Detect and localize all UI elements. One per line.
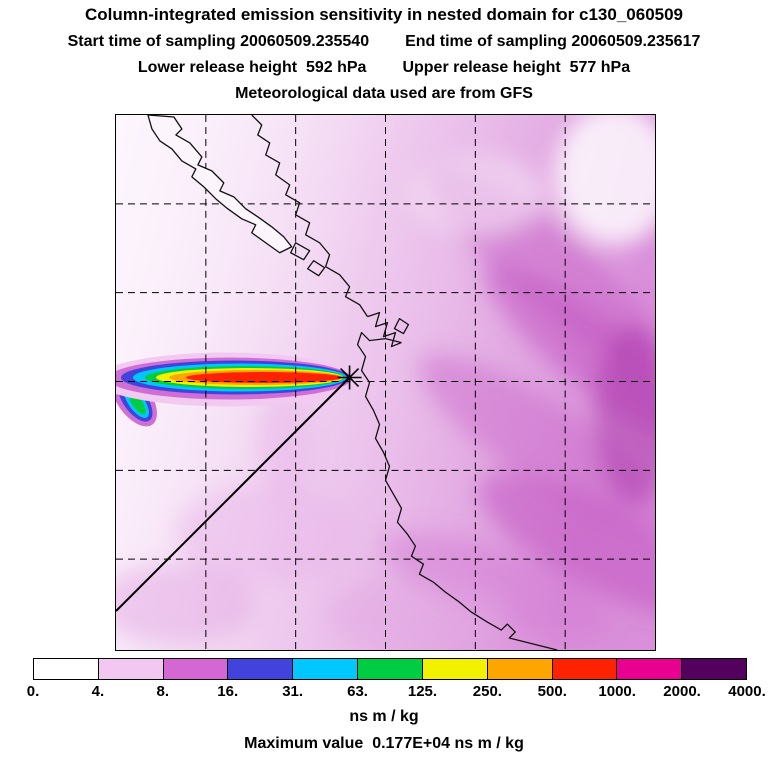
colorbar-segment [293, 659, 359, 679]
met-data-label: Meteorological data used are from GFS [235, 85, 533, 102]
small-island-2 [306, 260, 326, 277]
map-panel [115, 114, 656, 651]
sampling-time-line: Start time of sampling 20060509.235540 E… [0, 33, 768, 51]
colorbar-segment [552, 659, 618, 679]
colorbar-tick-label: 31. [282, 683, 304, 700]
bc-mainland-coast [251, 115, 369, 317]
met-data-line: Meteorological data used are from GFS [0, 85, 768, 103]
colorbar-segment [358, 659, 423, 679]
colorbar-tick-label: 16. [217, 683, 239, 700]
pacific-coast [356, 331, 558, 650]
colorbar-segment [682, 659, 746, 679]
map-svg [116, 115, 655, 650]
colorbar-segments [34, 659, 746, 679]
colorbar-segment [617, 659, 683, 679]
figure-title: Column-integrated emission sensitivity i… [84, 5, 684, 24]
release-marker [337, 365, 362, 390]
colorbar-segment [98, 659, 164, 679]
colorbar-tick-label: 1000. [598, 683, 636, 700]
coastline [147, 115, 558, 650]
colorbar-tick-label: 125. [407, 683, 438, 700]
colorbar-segment [163, 659, 229, 679]
lower-release-label: Lower release height 592 hPa [137, 59, 367, 76]
colorbar-tick-label: 4. [91, 683, 105, 700]
release-height-line: Lower release height 592 hPa Upper relea… [0, 59, 768, 77]
end-time-label: End time of sampling 20060509.235617 [405, 33, 701, 50]
colorbar-tick-label: 63. [347, 683, 368, 700]
colorbar-segment [422, 659, 488, 679]
colorbar-segment [228, 659, 294, 679]
trajectory-line [116, 376, 351, 612]
colorbar-tick-label: 4000. [728, 683, 766, 700]
max-value-label: Maximum value 0.177E+04 ns m / kg [244, 735, 524, 752]
puget-sound [367, 311, 402, 348]
start-time-label: Start time of sampling 20060509.235540 [67, 33, 370, 50]
upper-release-label: Upper release height 577 hPa [402, 59, 631, 76]
colorbar-tick-label: 0. [26, 683, 40, 700]
colorbar-segment [487, 659, 553, 679]
colorbar-units-label: ns m / kg [349, 708, 419, 725]
colorbar-segment [34, 659, 99, 679]
puget-island [393, 317, 410, 335]
colorbar-tick-label: 250. [472, 683, 502, 700]
colorbar-tick-label: 500. [537, 683, 567, 700]
latlon-grid [116, 115, 655, 650]
vancouver-island [147, 115, 293, 254]
small-island-1 [290, 242, 311, 261]
colorbar-tick-label: 2000. [663, 683, 701, 700]
colorbar-tick-label: 8. [156, 683, 170, 700]
colorbar-ticks: 0. 4. 8. 16. 31. 63. 125. 250. 500. 1000. 2000. 400… [27, 683, 766, 701]
colorbar [33, 658, 747, 680]
